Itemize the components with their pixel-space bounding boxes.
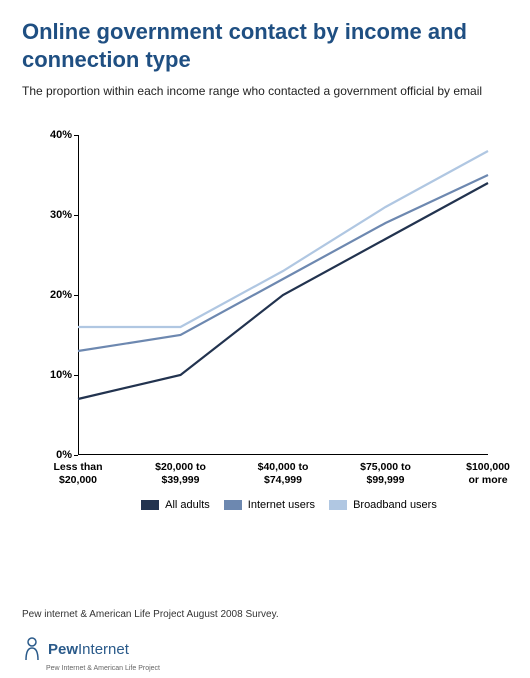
legend-item: Internet users (224, 499, 315, 511)
y-tick-label: 20% (38, 289, 72, 301)
chart-area: 0% 10% 20% 30% 40% Less than$20,000 $20,000 to… (30, 127, 500, 507)
line-series-svg (78, 135, 488, 455)
x-tick-label: $75,000 to$99,999 (360, 461, 411, 487)
x-tick-label: $20,000 to$39,999 (155, 461, 206, 487)
plot-area: 0%10%20%30%40%Less than$20,000$20,000 to… (78, 135, 488, 455)
brand-subtext: Pew Internet & American Life Project (46, 665, 160, 672)
legend-label: Internet users (248, 499, 315, 511)
y-tick-mark (74, 455, 78, 456)
y-tick-mark (74, 375, 78, 376)
y-tick-label: 40% (38, 129, 72, 141)
legend: All adults Internet users Broadband users (78, 499, 500, 511)
series-line (78, 183, 488, 399)
series-line (78, 151, 488, 327)
legend-swatch (141, 500, 159, 510)
source-text: Pew internet & American Life Project Aug… (22, 609, 279, 620)
y-tick-mark (74, 215, 78, 216)
y-tick-label: 30% (38, 209, 72, 221)
x-tick-label: $100,000or more (466, 461, 510, 487)
x-tick-label: Less than$20,000 (53, 461, 102, 487)
y-tick-label: 10% (38, 369, 72, 381)
y-tick-label: 0% (38, 449, 72, 461)
series-line (78, 175, 488, 351)
y-tick-mark (74, 295, 78, 296)
legend-item: All adults (141, 499, 210, 511)
x-tick-label: $40,000 to$74,999 (258, 461, 309, 487)
legend-label: Broadband users (353, 499, 437, 511)
brand-logo: PewInternet (22, 636, 129, 662)
legend-swatch (329, 500, 347, 510)
legend-swatch (224, 500, 242, 510)
legend-label: All adults (165, 499, 210, 511)
chart-title: Online government contact by income and … (22, 18, 508, 73)
legend-item: Broadband users (329, 499, 437, 511)
person-icon (22, 636, 42, 662)
brand-name: PewInternet (48, 641, 129, 658)
chart-subtitle: The proportion within each income range … (22, 83, 508, 99)
y-tick-mark (74, 135, 78, 136)
